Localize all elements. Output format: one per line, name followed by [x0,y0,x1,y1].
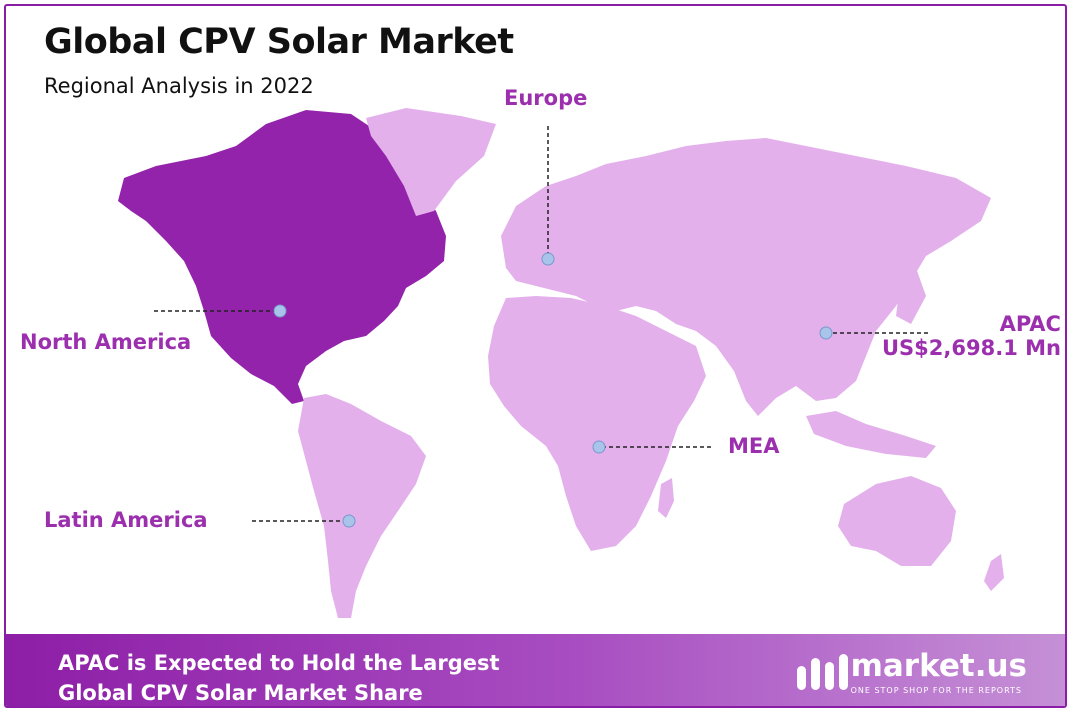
market-us-logo-icon [797,654,848,690]
brand-tagline: ONE STOP SHOP FOR THE REPORTS [850,686,1023,695]
region-uk [511,211,526,242]
marker-north-america [273,304,287,318]
label-mea: MEA [728,434,780,458]
region-greenland [366,108,496,216]
region-madagascar [658,478,674,518]
infographic-frame: Global CPV Solar Market Regional Analysi… [4,4,1067,708]
region-australia [838,476,956,566]
label-apac-name: APAC [999,312,1061,336]
region-north-america[interactable] [118,110,446,404]
brand-name: market.us [850,648,1027,684]
region-europe-asia[interactable] [501,138,991,416]
label-north-america: North America [20,330,192,354]
marker-latin-america [342,514,356,528]
page-title: Global CPV Solar Market [44,22,514,62]
label-europe: Europe [504,86,588,110]
region-latin-america[interactable] [298,394,426,618]
label-latin-america: Latin America [44,508,208,532]
label-apac-value: US$2,698.1 Mn [882,336,1061,360]
world-map [118,108,1004,618]
brand-block: market.us ONE STOP SHOP FOR THE REPORTS [851,648,1027,695]
footer-banner: APAC is Expected to Hold the Largest Glo… [6,634,1065,706]
marker-mea [592,440,606,454]
region-sea-islands [806,411,936,458]
footer-headline: APAC is Expected to Hold the Largest Glo… [58,648,500,706]
label-apac: APAC US$2,698.1 Mn [882,312,1061,360]
footer-line-1: APAC is Expected to Hold the Largest [58,651,500,675]
page-subtitle: Regional Analysis in 2022 [44,74,314,98]
marker-apac [819,326,833,340]
footer-line-2: Global CPV Solar Market Share [58,681,423,705]
marker-europe [541,252,555,266]
region-japan [896,268,926,324]
region-mea[interactable] [488,296,706,551]
region-new-zealand [984,554,1004,591]
